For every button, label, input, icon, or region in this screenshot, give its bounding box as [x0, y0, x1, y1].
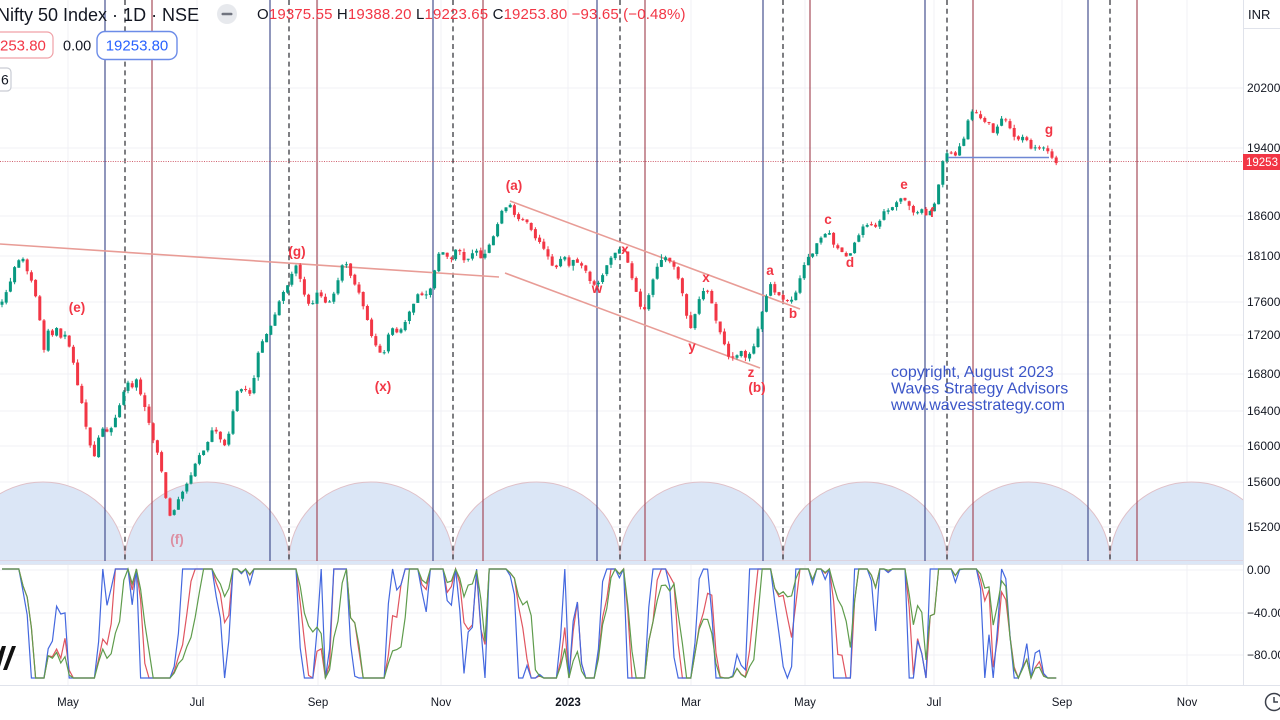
svg-text:(x): (x) — [375, 379, 392, 394]
svg-text:16800: 16800 — [1247, 367, 1280, 381]
svg-text:2023: 2023 — [555, 697, 581, 709]
svg-text:20200: 20200 — [1247, 81, 1280, 95]
svg-text:−80.00: −80.00 — [1247, 648, 1280, 662]
svg-text:INR: INR — [1248, 7, 1270, 22]
svg-text:O19375.55 H19388.20 L19223.6: O19375.55 H19388.20 L19223.65 C19253.80 … — [257, 6, 686, 23]
svg-text:c: c — [824, 212, 832, 227]
svg-text:e: e — [900, 177, 908, 192]
svg-text:19253: 19253 — [1246, 157, 1278, 169]
svg-text:Jul: Jul — [927, 697, 942, 709]
svg-text:0.00: 0.00 — [1247, 563, 1271, 577]
svg-text:Nov: Nov — [431, 697, 452, 709]
svg-text:b: b — [789, 306, 797, 321]
svg-text:253.80: 253.80 — [0, 38, 46, 55]
svg-text:(a): (a) — [506, 178, 523, 193]
svg-text:f: f — [930, 205, 935, 220]
svg-text:6: 6 — [1, 72, 9, 88]
svg-text:−40.00: −40.00 — [1247, 606, 1280, 620]
svg-text:Nifty 50 Index · 1D · NSE: Nifty 50 Index · 1D · NSE — [0, 5, 199, 25]
svg-text:x: x — [702, 270, 710, 285]
svg-text:z: z — [748, 365, 755, 380]
svg-text:Mar: Mar — [681, 697, 701, 709]
svg-text:w: w — [591, 281, 603, 296]
svg-text:15200: 15200 — [1247, 520, 1280, 534]
svg-text:(b): (b) — [748, 380, 765, 395]
svg-text:18100: 18100 — [1247, 249, 1280, 263]
svg-text:May: May — [57, 697, 79, 709]
svg-text:Waves Strategy Advisors: Waves Strategy Advisors — [891, 381, 1068, 398]
svg-text:18600: 18600 — [1247, 209, 1280, 223]
svg-text:16400: 16400 — [1247, 404, 1280, 418]
svg-text:19253.80: 19253.80 — [106, 38, 169, 55]
svg-text:copyright, August 2023: copyright, August 2023 — [891, 364, 1054, 381]
svg-text:d: d — [846, 255, 854, 270]
svg-text:(e): (e) — [69, 300, 86, 315]
svg-text:Nov: Nov — [1177, 697, 1198, 709]
svg-text:17600: 17600 — [1247, 295, 1280, 309]
svg-text:www.wavesstrategy.com: www.wavesstrategy.com — [890, 397, 1065, 414]
svg-text:y: y — [688, 339, 696, 354]
svg-text:(g): (g) — [288, 244, 305, 259]
svg-text:a: a — [766, 263, 774, 278]
svg-text:Sep: Sep — [1052, 697, 1072, 709]
svg-text:15600: 15600 — [1247, 475, 1280, 489]
svg-text:(f): (f) — [170, 532, 184, 547]
svg-text:19400: 19400 — [1247, 141, 1280, 155]
svg-text:May: May — [794, 697, 816, 709]
svg-text:17200: 17200 — [1247, 328, 1280, 342]
svg-text:16000: 16000 — [1247, 439, 1280, 453]
svg-text:g: g — [1045, 122, 1053, 137]
svg-text:Sep: Sep — [308, 697, 328, 709]
svg-text:x: x — [621, 242, 629, 257]
svg-text:Jul: Jul — [190, 697, 205, 709]
svg-text:0.00: 0.00 — [63, 39, 91, 55]
